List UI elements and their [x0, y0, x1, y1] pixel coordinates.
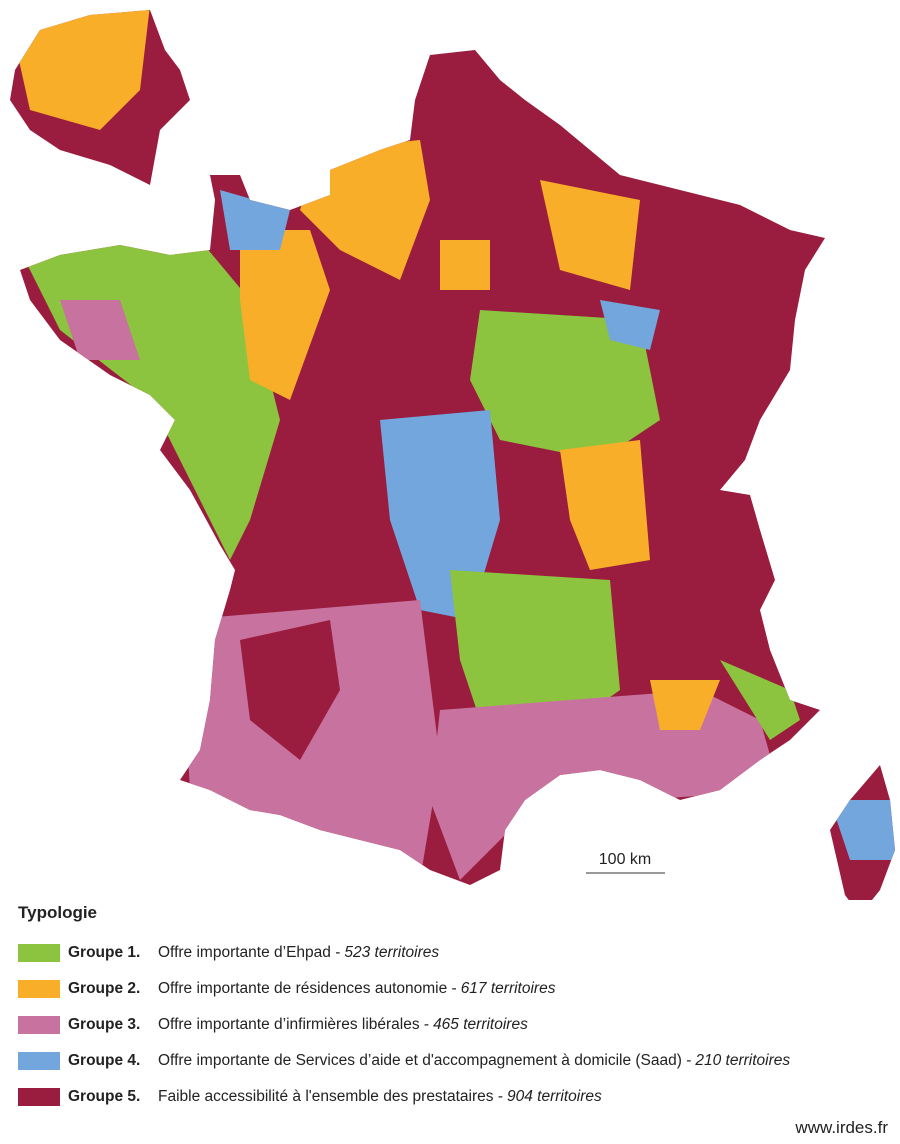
legend-description: Faible accessibilité à l'ensemble des pr… — [158, 1088, 503, 1105]
legend-swatch — [18, 944, 60, 962]
legend-swatch — [18, 980, 60, 998]
region — [440, 240, 490, 290]
source: www.irdes.fr — [795, 1118, 888, 1137]
scale-label: 100 km — [599, 851, 651, 868]
region — [560, 440, 650, 570]
legend-group: Groupe 3. — [68, 1016, 141, 1033]
region — [300, 140, 430, 280]
legend-count: 617 territoires — [460, 980, 556, 997]
legend-item: Groupe 1. Offre importante d’Ehpad -523 t… — [18, 935, 790, 971]
legend-item: Groupe 3. Offre importante d’infirmières … — [18, 1007, 790, 1043]
legend-group: Groupe 5. — [68, 1088, 141, 1105]
region — [240, 620, 340, 760]
legend-swatch — [18, 1016, 60, 1034]
legend-swatch — [18, 1088, 60, 1106]
legend-count: 523 territoires — [344, 944, 440, 961]
region — [380, 410, 500, 620]
legend-description: Offre importante de Services d’aide et d… — [158, 1052, 692, 1069]
region — [540, 180, 640, 290]
region — [830, 800, 895, 860]
region — [240, 230, 330, 400]
legend-group: Groupe 1. — [68, 944, 141, 961]
legend-count: 210 territoires — [695, 1052, 791, 1069]
legend-items: Groupe 1. Offre importante d’Ehpad -523 t… — [18, 935, 790, 1115]
region — [60, 300, 140, 360]
legend-item: Groupe 5. Faible accessibilité à l'ensemb… — [18, 1079, 790, 1115]
region — [600, 300, 660, 350]
legend-swatch — [18, 1052, 60, 1070]
legend-group: Groupe 2. — [68, 980, 141, 997]
map-regions — [10, 10, 895, 900]
legend-count: 465 territoires — [433, 1016, 528, 1033]
legend-description: Offre importante d’Ehpad - — [158, 944, 341, 961]
legend-description: Offre importante de résidences autonomie… — [158, 980, 457, 997]
legend-item: Groupe 4. Offre importante de Services d’… — [18, 1043, 790, 1079]
legend-item: Groupe 2. Offre importante de résidences … — [18, 971, 790, 1007]
legend-title: Typologie — [18, 903, 98, 922]
legend-count: 904 territoires — [506, 1088, 602, 1105]
legend-description: Offre importante d’infirmières libérales… — [158, 1016, 430, 1033]
legend: Typologie Groupe 1. Offre importante d’Eh… — [18, 903, 790, 1115]
region — [720, 660, 800, 740]
region — [650, 680, 720, 730]
region — [220, 190, 290, 250]
region — [470, 310, 660, 460]
region — [10, 10, 150, 130]
legend-group: Groupe 4. — [68, 1052, 141, 1069]
map: 100 km — [10, 10, 895, 900]
